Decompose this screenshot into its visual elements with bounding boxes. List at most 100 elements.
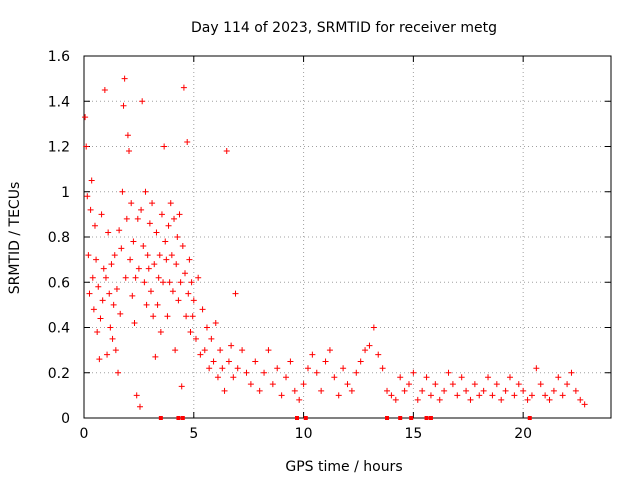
data-point — [555, 374, 562, 381]
zero-marker — [385, 416, 390, 420]
data-point — [169, 288, 176, 295]
data-point — [419, 387, 426, 394]
data-point — [115, 369, 122, 376]
data-point — [199, 306, 206, 313]
data-point — [256, 387, 263, 394]
data-point — [410, 369, 417, 376]
data-point — [130, 238, 137, 245]
data-point — [432, 381, 439, 388]
x-axis-label: GPS time / hours — [285, 459, 402, 475]
data-point — [234, 365, 241, 372]
data-point — [217, 347, 224, 354]
data-point — [119, 188, 126, 195]
y-tick-label: 0.8 — [48, 230, 70, 246]
data-point — [388, 392, 395, 399]
data-point — [537, 381, 544, 388]
x-tick-label: 0 — [80, 426, 89, 442]
data-point — [146, 220, 153, 227]
y-tick-label: 0.6 — [48, 275, 70, 291]
y-tick-label: 0.4 — [48, 321, 70, 337]
data-point — [113, 286, 120, 293]
data-point — [166, 279, 173, 286]
data-point — [184, 138, 191, 145]
data-point — [89, 274, 96, 281]
data-point — [185, 290, 192, 297]
data-point — [129, 292, 136, 299]
data-point — [195, 274, 202, 281]
data-point — [542, 392, 549, 399]
data-point — [167, 200, 174, 207]
data-point — [187, 329, 194, 336]
data-point — [348, 387, 355, 394]
tick-marks — [83, 55, 611, 419]
data-point — [102, 274, 109, 281]
data-point — [309, 351, 316, 358]
data-point — [179, 243, 186, 250]
data-point — [300, 381, 307, 388]
data-point — [392, 396, 399, 403]
data-point — [95, 283, 102, 290]
data-point — [108, 261, 115, 268]
zero-marker — [176, 416, 181, 420]
y-tick-labels: 0 0.2 0.4 0.6 0.8 1 1.2 1.4 1.6 — [48, 49, 70, 427]
zero-marker — [294, 416, 299, 420]
grid-lines — [84, 56, 611, 418]
data-point — [247, 381, 254, 388]
data-point — [134, 215, 141, 222]
data-point — [261, 369, 268, 376]
data-point — [401, 387, 408, 394]
data-point — [269, 381, 276, 388]
data-point — [168, 252, 175, 259]
data-point — [163, 256, 170, 263]
data-point — [162, 238, 169, 245]
data-point — [171, 215, 178, 222]
data-point — [506, 374, 513, 381]
data-point — [120, 102, 127, 109]
data-point — [126, 148, 133, 155]
data-point — [274, 365, 281, 372]
data-point — [283, 374, 290, 381]
data-point — [441, 387, 448, 394]
data-point — [458, 374, 465, 381]
data-point — [136, 403, 143, 410]
data-point — [145, 265, 152, 272]
data-point — [183, 313, 190, 320]
data-point — [182, 270, 189, 277]
zero-marker — [398, 416, 403, 420]
data-point — [212, 319, 219, 326]
data-point — [151, 261, 158, 268]
zero-marker — [180, 416, 185, 420]
data-point — [318, 387, 325, 394]
data-point — [489, 392, 496, 399]
x-tick-label: 15 — [404, 426, 422, 442]
data-point — [243, 369, 250, 376]
data-point — [366, 342, 373, 349]
data-point — [154, 301, 161, 308]
data-point — [340, 365, 347, 372]
data-point — [331, 374, 338, 381]
data-point — [353, 369, 360, 376]
x-tick-label: 5 — [189, 426, 198, 442]
data-point — [219, 365, 226, 372]
data-point — [397, 374, 404, 381]
data-point — [414, 396, 421, 403]
data-point — [90, 306, 97, 313]
data-point — [147, 288, 154, 295]
data-point — [454, 392, 461, 399]
data-point — [133, 392, 140, 399]
data-point — [88, 177, 95, 184]
data-point — [123, 215, 130, 222]
y-axis-label: SRMTID / TECUs — [7, 182, 23, 295]
data-point — [149, 200, 156, 207]
data-point — [463, 387, 470, 394]
zero-marker — [303, 416, 308, 420]
data-point — [160, 279, 167, 286]
data-point — [370, 324, 377, 331]
data-point — [144, 252, 151, 259]
data-point — [577, 396, 584, 403]
zero-markers — [158, 416, 532, 420]
data-point — [550, 387, 557, 394]
data-point — [480, 387, 487, 394]
data-point — [83, 143, 90, 150]
data-point — [174, 234, 181, 240]
